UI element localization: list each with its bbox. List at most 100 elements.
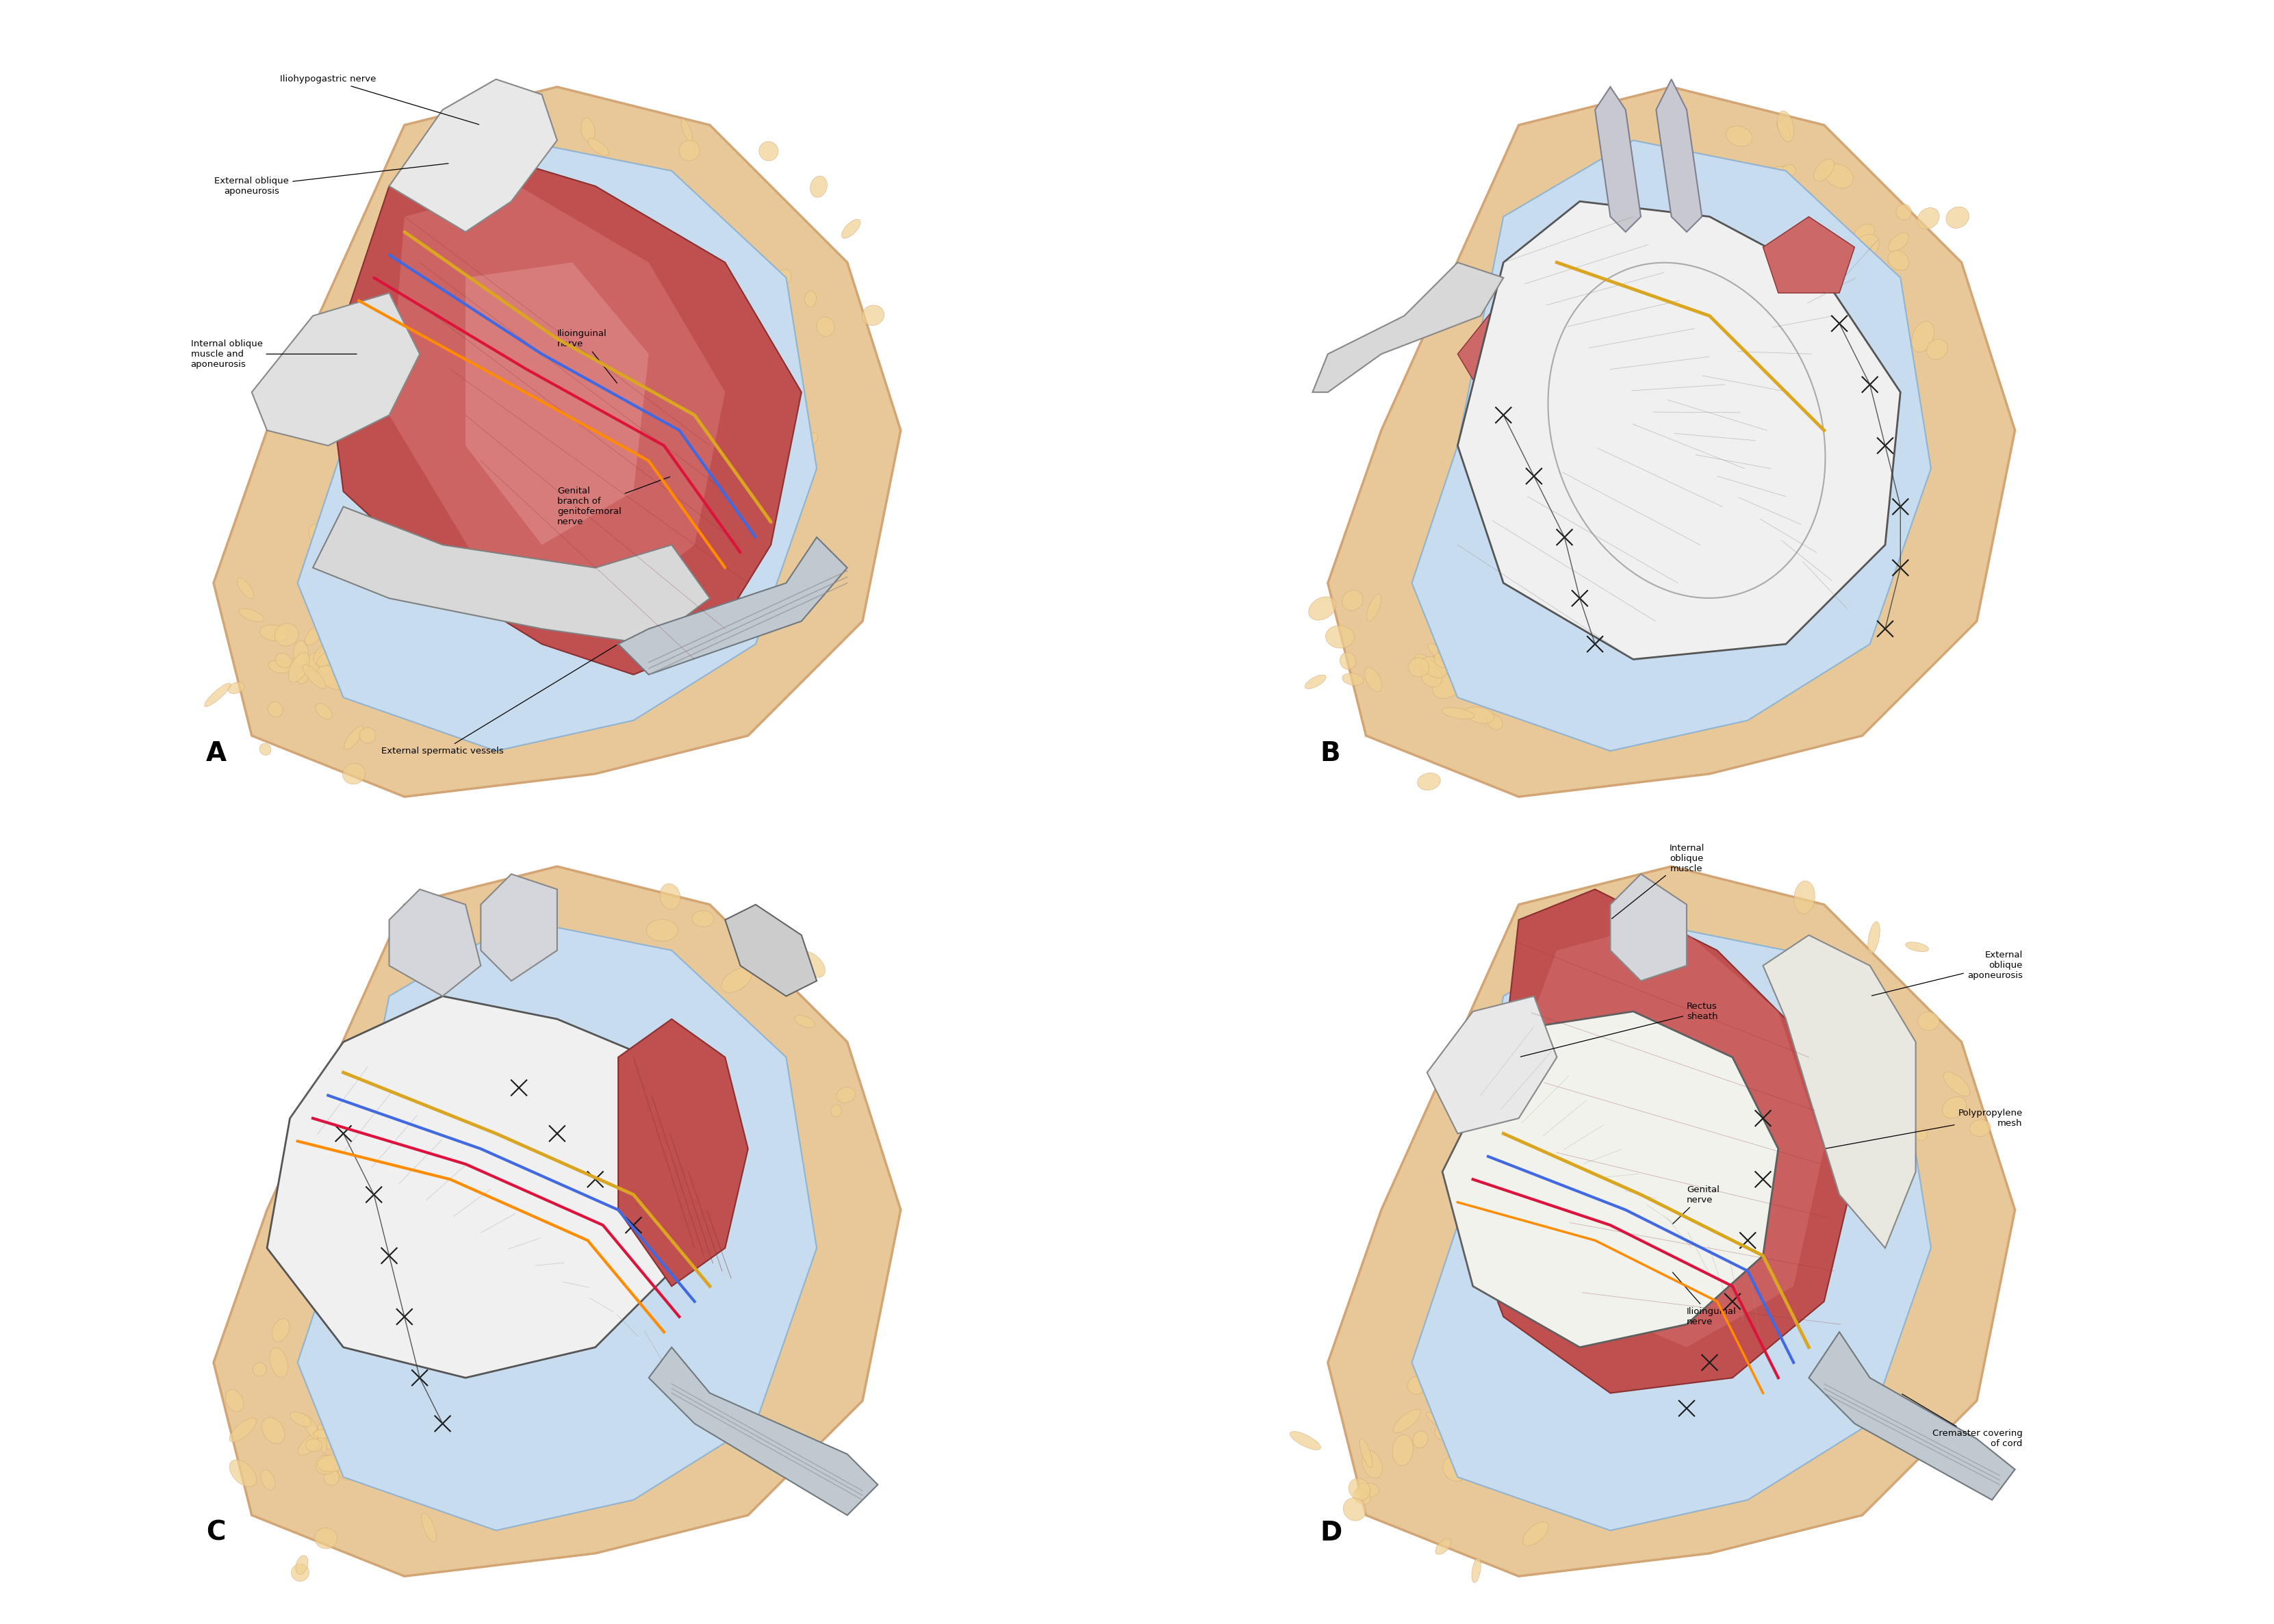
- Ellipse shape: [1867, 922, 1881, 953]
- Ellipse shape: [1817, 361, 1831, 378]
- Ellipse shape: [1619, 1203, 1637, 1220]
- Ellipse shape: [1944, 1072, 1969, 1096]
- Polygon shape: [1328, 86, 2015, 797]
- Polygon shape: [1594, 86, 1642, 232]
- Ellipse shape: [1708, 1236, 1721, 1254]
- Ellipse shape: [225, 1390, 243, 1411]
- Text: Iliohypogastric nerve: Iliohypogastric nerve: [280, 75, 480, 125]
- Ellipse shape: [1492, 1403, 1503, 1424]
- Ellipse shape: [1844, 1049, 1860, 1078]
- Ellipse shape: [582, 955, 600, 974]
- Ellipse shape: [630, 1017, 650, 1036]
- Ellipse shape: [1421, 656, 1446, 677]
- Ellipse shape: [639, 322, 653, 330]
- Ellipse shape: [1458, 590, 1476, 609]
- Polygon shape: [480, 874, 557, 981]
- Ellipse shape: [1414, 654, 1435, 674]
- Ellipse shape: [1680, 208, 1699, 227]
- Ellipse shape: [1869, 479, 1890, 503]
- Ellipse shape: [1487, 715, 1503, 729]
- Ellipse shape: [314, 1528, 337, 1549]
- Ellipse shape: [289, 1411, 312, 1426]
- Ellipse shape: [659, 883, 680, 909]
- Ellipse shape: [769, 349, 798, 370]
- Ellipse shape: [271, 1348, 289, 1377]
- Ellipse shape: [1471, 1557, 1480, 1583]
- Ellipse shape: [550, 331, 571, 356]
- Ellipse shape: [1774, 1057, 1790, 1085]
- Ellipse shape: [728, 1046, 741, 1060]
- Ellipse shape: [650, 305, 684, 326]
- Ellipse shape: [691, 911, 714, 927]
- Ellipse shape: [1367, 594, 1380, 620]
- Ellipse shape: [507, 1034, 523, 1047]
- Ellipse shape: [293, 641, 309, 667]
- Ellipse shape: [1776, 307, 1787, 330]
- Ellipse shape: [659, 1069, 684, 1088]
- Ellipse shape: [1494, 1424, 1510, 1445]
- Ellipse shape: [359, 728, 375, 744]
- Text: Genital
branch of
genitofemoral
nerve: Genital branch of genitofemoral nerve: [557, 477, 671, 526]
- Ellipse shape: [1753, 328, 1771, 348]
- Ellipse shape: [673, 1000, 687, 1012]
- Polygon shape: [266, 996, 694, 1377]
- Ellipse shape: [1710, 1101, 1735, 1119]
- Ellipse shape: [541, 1189, 562, 1205]
- Ellipse shape: [393, 1434, 421, 1465]
- Ellipse shape: [1426, 1413, 1446, 1429]
- Polygon shape: [619, 1020, 748, 1286]
- Ellipse shape: [1485, 534, 1505, 555]
- Ellipse shape: [1362, 1450, 1383, 1478]
- Ellipse shape: [464, 1046, 482, 1067]
- Ellipse shape: [696, 286, 712, 304]
- Ellipse shape: [1874, 320, 1892, 348]
- Ellipse shape: [1699, 253, 1712, 271]
- Text: A: A: [207, 741, 227, 767]
- Ellipse shape: [673, 1109, 696, 1129]
- Text: Genital
nerve: Genital nerve: [1674, 1186, 1719, 1224]
- Ellipse shape: [1906, 942, 1928, 952]
- Ellipse shape: [1740, 950, 1767, 971]
- Ellipse shape: [780, 1181, 789, 1199]
- Ellipse shape: [1947, 206, 1969, 227]
- Ellipse shape: [623, 1221, 648, 1249]
- Ellipse shape: [512, 984, 521, 1004]
- Ellipse shape: [1442, 708, 1474, 719]
- Ellipse shape: [625, 1156, 641, 1169]
- Ellipse shape: [1819, 1156, 1851, 1177]
- Ellipse shape: [1765, 302, 1783, 322]
- Ellipse shape: [1769, 1075, 1792, 1093]
- Ellipse shape: [798, 434, 819, 453]
- Ellipse shape: [1760, 400, 1783, 429]
- Ellipse shape: [603, 182, 619, 203]
- Ellipse shape: [339, 1465, 355, 1479]
- Polygon shape: [1762, 935, 1915, 1247]
- Ellipse shape: [302, 664, 325, 689]
- Ellipse shape: [1783, 263, 1806, 271]
- Ellipse shape: [1783, 1096, 1808, 1109]
- Polygon shape: [1610, 874, 1687, 981]
- Ellipse shape: [316, 1455, 337, 1475]
- Polygon shape: [1458, 201, 1901, 659]
- Polygon shape: [314, 507, 709, 645]
- Polygon shape: [214, 86, 901, 797]
- Ellipse shape: [259, 625, 289, 641]
- Ellipse shape: [1476, 677, 1487, 703]
- Ellipse shape: [1408, 658, 1430, 677]
- Ellipse shape: [1740, 1122, 1765, 1140]
- Ellipse shape: [1915, 1129, 1928, 1140]
- Ellipse shape: [1428, 643, 1449, 663]
- Ellipse shape: [1783, 317, 1799, 331]
- Ellipse shape: [298, 1431, 325, 1455]
- Ellipse shape: [1794, 336, 1821, 351]
- Polygon shape: [466, 263, 648, 546]
- Ellipse shape: [1524, 1522, 1549, 1546]
- Ellipse shape: [659, 1072, 678, 1088]
- Ellipse shape: [309, 525, 325, 544]
- Ellipse shape: [1665, 361, 1676, 375]
- Ellipse shape: [1806, 1033, 1831, 1054]
- Ellipse shape: [1433, 674, 1462, 698]
- Ellipse shape: [578, 1018, 609, 1031]
- Ellipse shape: [644, 344, 664, 361]
- Ellipse shape: [1701, 1041, 1717, 1067]
